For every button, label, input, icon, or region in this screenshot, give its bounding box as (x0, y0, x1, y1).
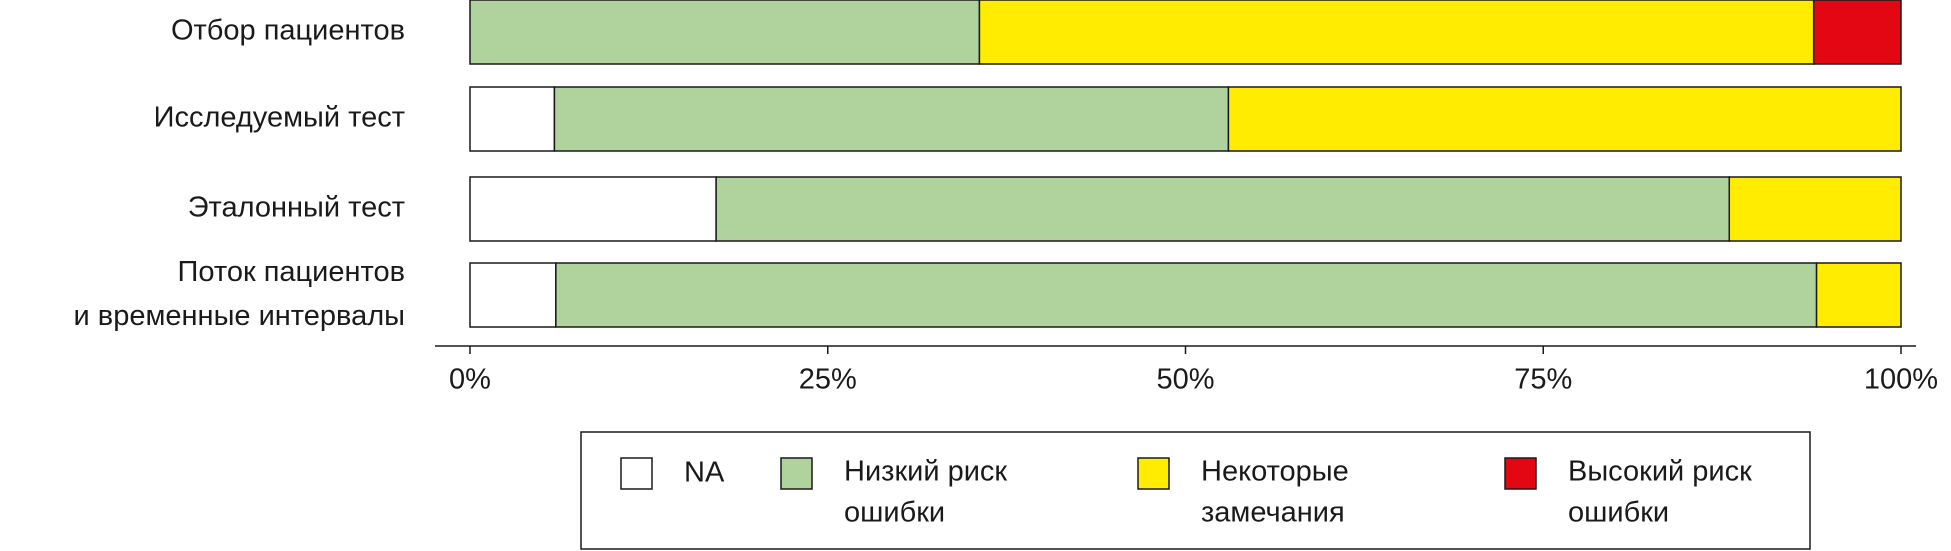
category-label: Исследуемый тест (154, 102, 405, 134)
x-tick-label: 25% (799, 364, 857, 396)
x-tick-label: 100% (1864, 364, 1938, 396)
category-label: Эталонный тест (188, 192, 405, 224)
legend-swatch (620, 457, 653, 490)
bar-segment (469, 262, 557, 328)
bar-segment (978, 0, 1815, 65)
x-tick-label: 0% (449, 364, 491, 396)
x-tick-label: 50% (1156, 364, 1214, 396)
legend-label: Низкий риск ошибки (844, 455, 1007, 528)
bar-segment (469, 0, 981, 65)
legend-swatch (1137, 457, 1170, 490)
legend-swatch (1504, 457, 1537, 490)
legend-label: NA (684, 457, 725, 489)
bar-segment (1812, 0, 1902, 65)
x-tick-label: 75% (1514, 364, 1572, 396)
bar-segment (555, 262, 1818, 328)
legend-label: Высокий риск ошибки (1568, 455, 1752, 528)
category-label: Поток пациентов и временные интервалы (74, 256, 405, 332)
bar-segment (553, 86, 1230, 152)
bar-segment (469, 176, 717, 242)
category-label: Отбор пациентов (171, 15, 405, 47)
bar-segment (469, 86, 556, 152)
bar-segment (715, 176, 1731, 242)
bar-segment (1227, 86, 1902, 152)
legend-label: Некоторые замечания (1201, 455, 1349, 528)
bar-segment (1728, 176, 1902, 242)
legend-box (580, 431, 1811, 550)
legend-swatch (780, 457, 813, 490)
bar-segment (1815, 262, 1902, 328)
